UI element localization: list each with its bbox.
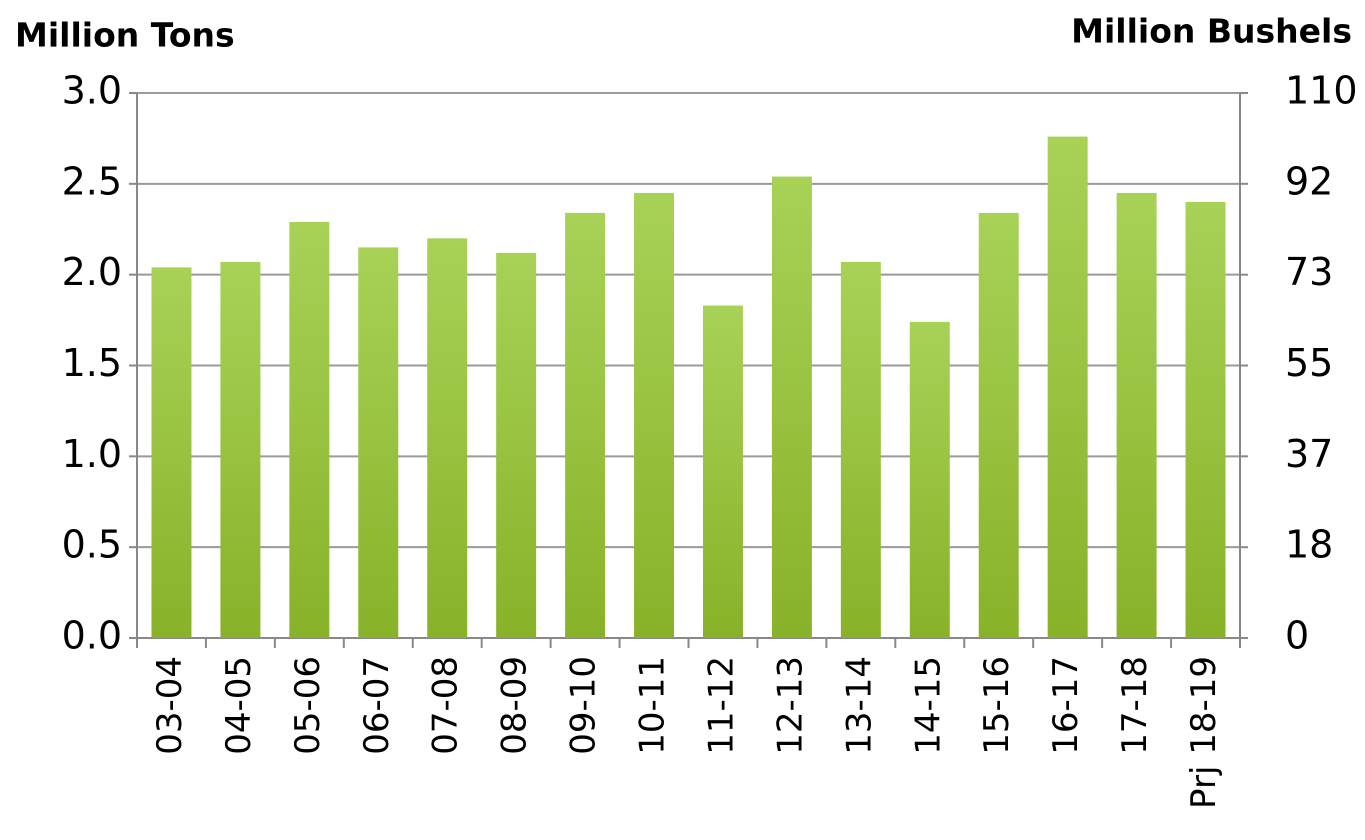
x-tick-label: 11-12 — [701, 656, 741, 755]
x-tick-label: 16-17 — [1046, 656, 1086, 755]
bar — [840, 261, 881, 638]
y-tick-label: 2.0 — [62, 250, 122, 294]
x-tick-label: 04-05 — [219, 656, 259, 755]
y-tick-label: 1.0 — [62, 432, 122, 476]
bar — [358, 247, 399, 638]
x-tick-label: 07-08 — [426, 656, 466, 755]
x-tick-label: 09-10 — [564, 656, 604, 755]
x-tick-label: Prj 18-19 — [1184, 656, 1224, 809]
bar — [1185, 202, 1226, 638]
bar — [702, 305, 743, 638]
y-tick-label: 2.5 — [62, 159, 122, 203]
y2-tick-label: 18 — [1285, 523, 1333, 567]
y-tick-label: 0.0 — [62, 614, 122, 658]
y2-tick-label: 37 — [1285, 432, 1333, 476]
bar — [771, 176, 812, 639]
y2-tick-label: 55 — [1285, 341, 1333, 385]
x-tick-label: 10-11 — [633, 656, 673, 755]
bar — [1116, 192, 1157, 638]
y2-tick-label: 73 — [1285, 250, 1333, 294]
y-tick-label: 0.5 — [62, 523, 122, 567]
x-tick-label: 06-07 — [357, 656, 397, 755]
bar — [220, 261, 261, 638]
x-tick-label: 08-09 — [495, 656, 535, 755]
x-tick-label: 13-14 — [839, 656, 879, 755]
x-tick-label: 05-06 — [288, 656, 328, 755]
y2-tick-label: 0 — [1285, 614, 1309, 658]
x-tick-label: 12-13 — [770, 656, 810, 755]
y-tick-label: 1.5 — [62, 341, 122, 385]
y-axis-title: Million Tons — [15, 16, 235, 55]
y-tick-label: 3.0 — [62, 69, 122, 113]
y2-tick-label: 110 — [1285, 69, 1358, 113]
bar — [427, 238, 468, 639]
bar — [1047, 136, 1088, 638]
bar — [978, 212, 1019, 638]
x-tick-label: 03-04 — [150, 656, 190, 755]
x-tick-label: 15-16 — [977, 656, 1017, 755]
bar — [634, 192, 675, 638]
y2-tick-label: 92 — [1285, 159, 1333, 203]
bar — [289, 221, 330, 638]
y2-axis-title: Million Bushels — [1071, 12, 1352, 51]
x-tick-label: 17-18 — [1115, 656, 1155, 755]
bar — [151, 267, 192, 638]
x-tick-label: 14-15 — [908, 656, 948, 755]
bar — [496, 252, 537, 638]
bar — [565, 212, 606, 638]
bar — [909, 321, 950, 638]
